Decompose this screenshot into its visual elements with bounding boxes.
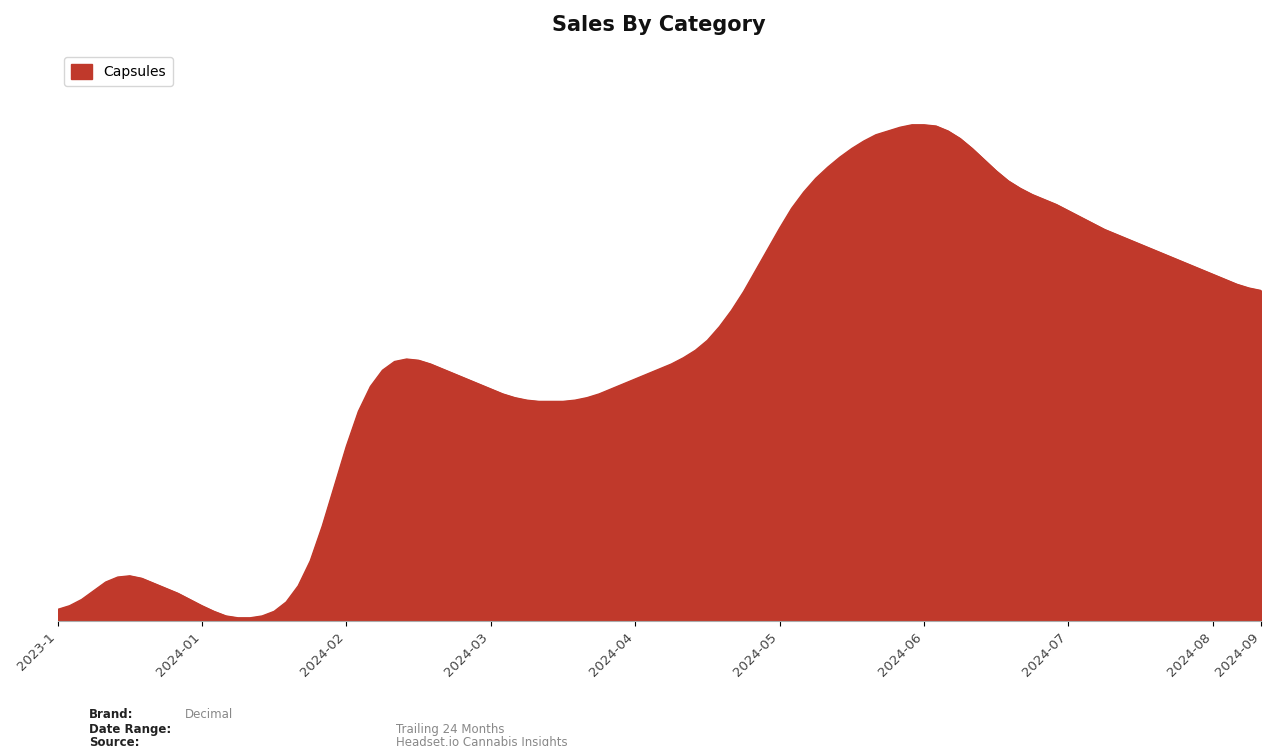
Text: Brand:: Brand: (89, 708, 134, 721)
Text: Decimal: Decimal (185, 708, 234, 721)
Text: Source:: Source: (89, 736, 140, 746)
Text: Date Range:: Date Range: (89, 723, 171, 736)
Text: Headset.io Cannabis Insights: Headset.io Cannabis Insights (396, 736, 568, 746)
Text: Trailing 24 Months: Trailing 24 Months (396, 723, 504, 736)
Legend: Capsules: Capsules (65, 57, 174, 86)
Title: Sales By Category: Sales By Category (553, 15, 766, 35)
